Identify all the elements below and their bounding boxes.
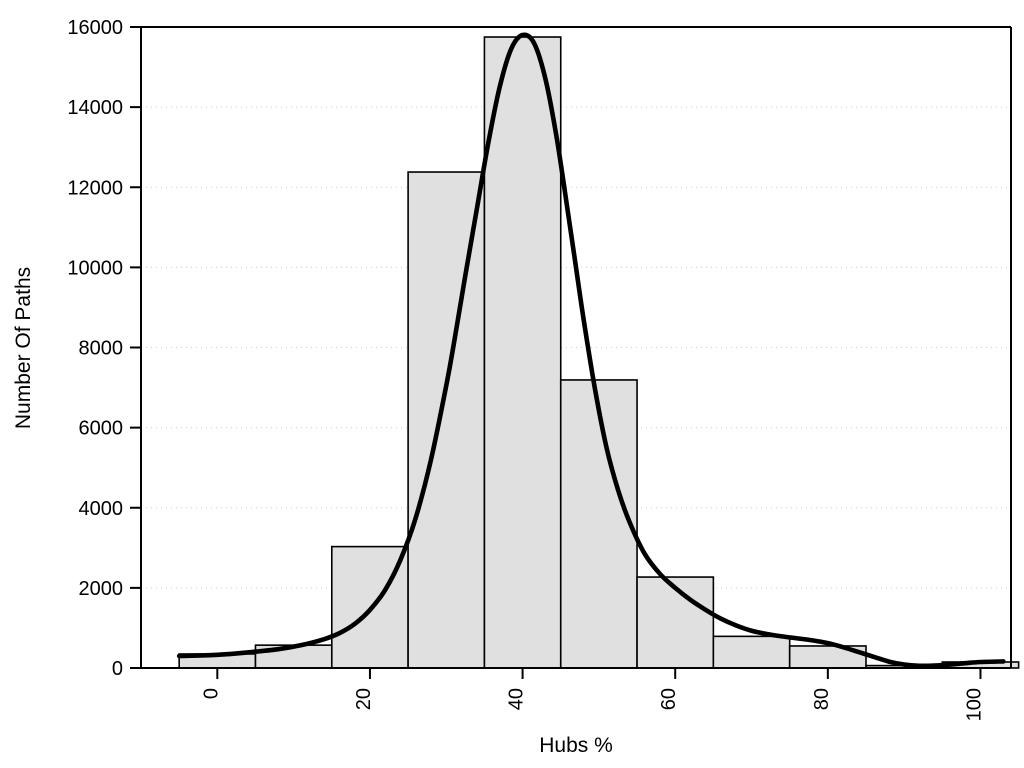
x-tick-label: 60	[658, 688, 680, 710]
y-tick-label: 6000	[79, 418, 124, 440]
bars-group	[178, 36, 1020, 669]
y-tick-label: 0	[112, 658, 123, 680]
histogram-bar	[483, 36, 562, 669]
density-curve	[176, 32, 1006, 669]
histogram-bar	[712, 635, 791, 669]
density-curve-path	[176, 32, 1006, 669]
histogram-bar	[559, 379, 638, 669]
y-axis-ticks: 0 2000 4000 6000 8000 10000 12000 14000 16000	[67, 17, 141, 680]
x-axis-ticks: 0 20 40 60 80 100	[200, 668, 985, 721]
y-axis-title: Number Of Paths	[12, 267, 35, 429]
x-tick-label: 20	[353, 688, 375, 710]
y-tick-label: 10000	[67, 257, 123, 279]
y-tick-label: 12000	[67, 177, 123, 199]
y-tick-label: 14000	[67, 97, 123, 119]
x-tick-label: 80	[811, 688, 833, 710]
y-tick-label: 2000	[79, 578, 124, 600]
y-tick-label: 16000	[67, 17, 123, 39]
x-tick-label: 40	[506, 688, 528, 710]
x-axis-title: Hubs %	[539, 734, 613, 757]
x-tick-label: 0	[200, 688, 222, 699]
y-tick-label: 8000	[79, 338, 124, 360]
y-tick-label: 4000	[79, 498, 124, 520]
histogram-bar	[636, 576, 715, 669]
x-tick-label: 100	[963, 688, 985, 721]
histogram-bar	[407, 171, 486, 669]
